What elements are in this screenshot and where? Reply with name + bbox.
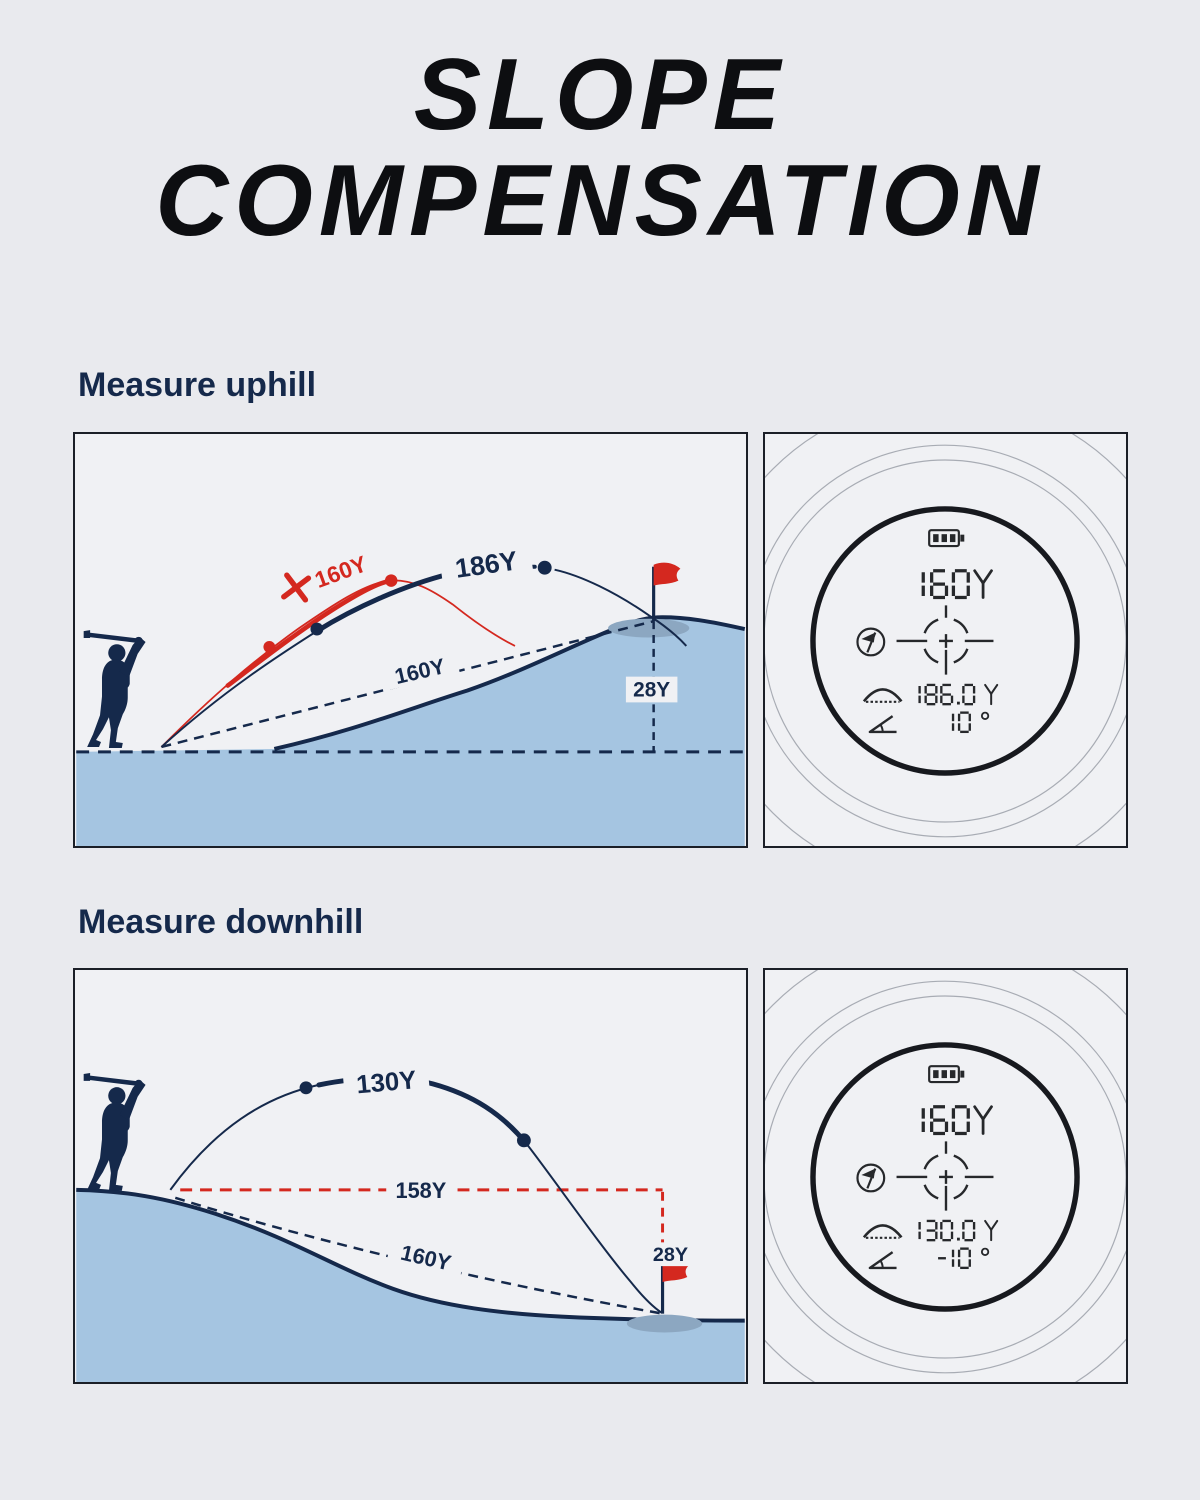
red-ball-dot <box>263 640 276 653</box>
lcd-angle <box>938 1247 990 1270</box>
svg-text:28Y: 28Y <box>653 1244 688 1266</box>
lcd-slope-distance <box>918 1219 999 1242</box>
page-title-line2: COMPENSATION <box>155 145 1045 258</box>
compensated-shot-label: 130Y <box>342 1062 430 1099</box>
angle-icon <box>868 1251 897 1270</box>
angle-icon <box>868 715 897 734</box>
svg-text:160Y: 160Y <box>392 653 448 689</box>
compensated-trajectory-bold <box>314 571 454 634</box>
line-of-sight-label: 160Y <box>379 649 460 691</box>
red-ball-dot <box>384 574 398 587</box>
svg-text:28Y: 28Y <box>633 678 670 701</box>
red-x-mark-icon <box>281 572 312 603</box>
flag-shadow <box>608 618 690 638</box>
uphill-heading: Measure uphill <box>78 366 317 404</box>
line-of-sight-label: 160Y <box>386 1237 466 1278</box>
flag-icon <box>653 562 681 586</box>
compensated-trajectory-tail <box>554 568 688 647</box>
uncompensated-shot-label: 160Y <box>311 550 370 593</box>
svg-text:186Y: 186Y <box>453 545 519 583</box>
crosshair-reticle <box>896 1141 994 1211</box>
elevation-label: 28Y <box>644 1242 697 1266</box>
golfer-silhouette <box>83 630 146 748</box>
elevation-label: 28Y <box>625 676 678 703</box>
lens-rings <box>765 434 1126 846</box>
svg-text:160Y: 160Y <box>311 550 370 593</box>
lcd-distance <box>921 1105 993 1136</box>
hill-outline <box>76 1187 745 1323</box>
downhill-display-panel <box>763 968 1128 1384</box>
battery-icon <box>928 529 965 548</box>
downhill-heading: Measure downhill <box>78 903 364 941</box>
flag-lock-icon <box>856 627 886 657</box>
downhill-diagram-panel: 130Y 158Y 160Y 28Y <box>73 968 748 1384</box>
lcd-slope-distance <box>918 683 999 706</box>
navy-ball-dot <box>537 560 552 575</box>
lcd-angle <box>951 711 990 734</box>
svg-text:158Y: 158Y <box>395 1178 446 1203</box>
svg-text:160Y: 160Y <box>398 1240 454 1276</box>
slope-icon <box>862 688 903 703</box>
hill <box>76 1189 745 1382</box>
svg-text:130Y: 130Y <box>355 1066 417 1099</box>
navy-ball-dot <box>299 1081 313 1095</box>
horizontal-distance-label: 158Y <box>386 1178 456 1203</box>
flag-lock-icon <box>856 1163 886 1193</box>
uncompensated-trajectory-bold <box>225 578 394 688</box>
navy-ball-dot <box>516 1133 531 1148</box>
page-title: SLOPE COMPENSATION <box>0 42 1200 254</box>
lens-rings <box>765 970 1126 1382</box>
lcd-distance <box>921 569 993 600</box>
uphill-diagram-panel: 160Y 186Y 160Y 28Y <box>73 432 748 848</box>
flag-shadow <box>626 1314 703 1333</box>
crosshair-reticle <box>896 605 994 675</box>
navy-ball-dot <box>310 622 324 636</box>
hill <box>76 617 745 846</box>
battery-icon <box>928 1065 965 1084</box>
uphill-display-panel <box>763 432 1128 848</box>
hill-outline <box>273 615 746 751</box>
golfer-silhouette <box>83 1073 146 1191</box>
compensated-shot-label: 186Y <box>439 543 534 584</box>
slope-icon <box>862 1224 903 1239</box>
page-title-line1: SLOPE <box>413 39 787 151</box>
